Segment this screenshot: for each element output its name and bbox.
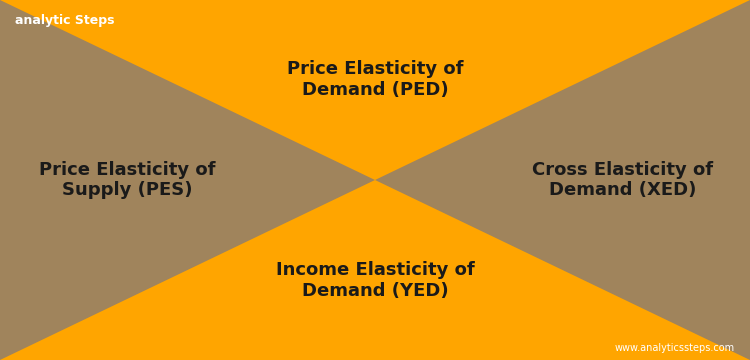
Text: Income Elasticity of
Demand (YED): Income Elasticity of Demand (YED) bbox=[276, 261, 474, 300]
Text: Cross Elasticity of
Demand (XED): Cross Elasticity of Demand (XED) bbox=[532, 161, 713, 199]
Text: www.analyticssteps.com: www.analyticssteps.com bbox=[615, 343, 735, 353]
Polygon shape bbox=[0, 180, 750, 360]
Polygon shape bbox=[0, 0, 750, 180]
Text: analytic Steps: analytic Steps bbox=[15, 14, 115, 27]
Text: Price Elasticity of
Demand (PED): Price Elasticity of Demand (PED) bbox=[286, 60, 464, 99]
Text: Price Elasticity of
Supply (PES): Price Elasticity of Supply (PES) bbox=[39, 161, 216, 199]
